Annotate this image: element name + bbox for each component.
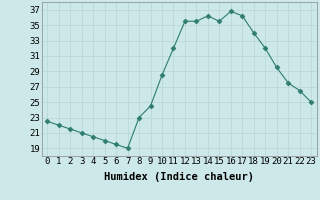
X-axis label: Humidex (Indice chaleur): Humidex (Indice chaleur) — [104, 172, 254, 182]
